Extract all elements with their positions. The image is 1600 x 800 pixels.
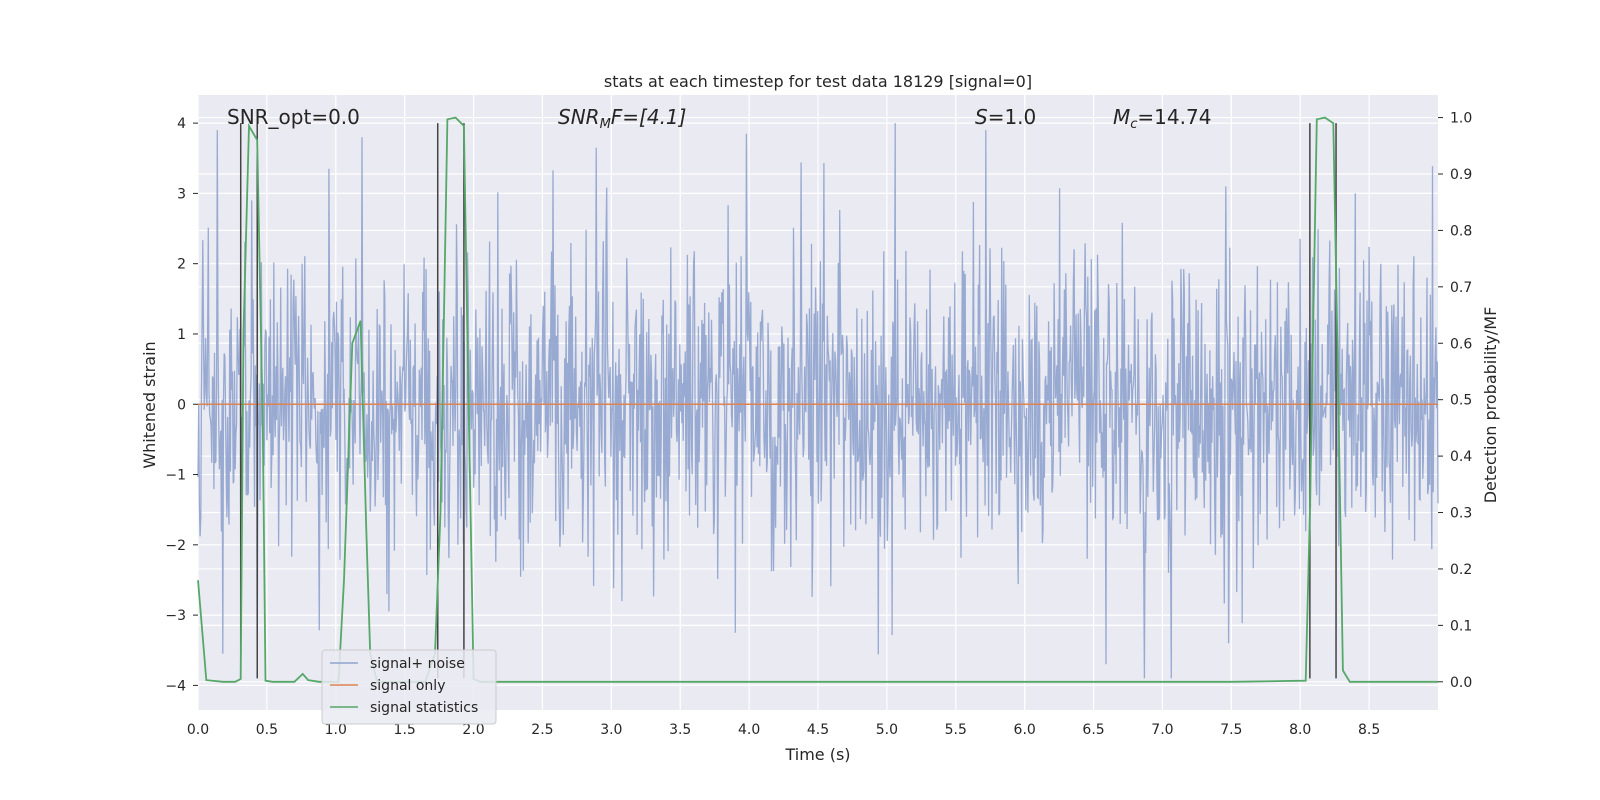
annotation-s: S=1.0 bbox=[975, 105, 1036, 129]
y-right-tick-label: 0.4 bbox=[1450, 449, 1472, 465]
x-tick-label: 1.5 bbox=[394, 722, 416, 738]
x-tick-label: 4.5 bbox=[807, 722, 829, 738]
annotation-mc: Mc=14.74 bbox=[1113, 105, 1211, 132]
annotation-snr-opt: SNR_opt=0.0 bbox=[227, 105, 360, 129]
x-tick-label: 4.0 bbox=[738, 722, 760, 738]
snr-mf-rest: F=[4.1] bbox=[611, 105, 687, 129]
x-tick-label: 0.5 bbox=[256, 722, 278, 738]
y-tick-label: 1 bbox=[177, 327, 186, 343]
x-tick-label: 7.0 bbox=[1151, 722, 1173, 738]
mc-rest: =14.74 bbox=[1137, 105, 1211, 129]
y-right-tick-label: 0.0 bbox=[1450, 675, 1472, 691]
x-tick-label: 2.5 bbox=[531, 722, 553, 738]
snr-mf-sub: M bbox=[600, 117, 611, 132]
legend: signal+ noise signal only signal statist… bbox=[321, 649, 497, 725]
y-tick-label: 4 bbox=[177, 116, 186, 132]
y-tick-label: 3 bbox=[177, 186, 186, 202]
x-tick-label: 3.5 bbox=[669, 722, 691, 738]
x-tick-label: 8.5 bbox=[1358, 722, 1380, 738]
y-right-tick-label: 0.3 bbox=[1450, 506, 1472, 522]
y-tick-label: −4 bbox=[165, 678, 186, 694]
y-tick-label: −3 bbox=[165, 608, 186, 624]
y-tick-label: −2 bbox=[165, 538, 186, 554]
chart-title: stats at each timestep for test data 181… bbox=[604, 72, 1032, 91]
x-tick-label: 3.0 bbox=[600, 722, 622, 738]
axis-ticks: 0.0 0.5 1.0 1.5 2.0 2.5 3.0 3.5 4.0 4.5 5.0 5.5 6.0 6… bbox=[165, 111, 1472, 738]
y-right-tick-label: 0.2 bbox=[1450, 562, 1472, 578]
series-signal-noise bbox=[197, 123, 1439, 679]
signal-noise-line bbox=[197, 123, 1439, 679]
x-tick-label: 0.0 bbox=[187, 722, 209, 738]
legend-label-signal-statistics: signal statistics bbox=[370, 700, 478, 716]
y-right-tick-label: 1.0 bbox=[1450, 111, 1472, 127]
annotations: SNR_opt=0.0 SNRMF=[4.1] S=1.0 Mc=14.74 bbox=[227, 105, 1211, 132]
legend-box bbox=[321, 649, 497, 725]
snr-mf-base: SNR bbox=[558, 105, 600, 129]
y-tick-label: −1 bbox=[165, 468, 186, 484]
y-right-tick-label: 0.9 bbox=[1450, 167, 1472, 183]
x-axis-label: Time (s) bbox=[784, 745, 850, 764]
y-tick-label: 2 bbox=[177, 257, 186, 273]
y-axis-right-label: Detection probability/MF bbox=[1481, 307, 1500, 504]
snr-mf-rest-text: F=[4.1] bbox=[611, 105, 687, 129]
y-right-tick-label: 0.6 bbox=[1450, 336, 1472, 352]
y-right-tick-label: 0.7 bbox=[1450, 280, 1472, 296]
y-right-tick-label: 0.5 bbox=[1450, 393, 1472, 409]
legend-label-signal-only: signal only bbox=[370, 678, 445, 694]
mc-sub: c bbox=[1130, 117, 1137, 132]
x-tick-label: 6.5 bbox=[1082, 722, 1104, 738]
x-tick-label: 6.0 bbox=[1014, 722, 1036, 738]
mc-base: M bbox=[1113, 105, 1130, 129]
y-tick-label: 0 bbox=[177, 397, 186, 413]
x-tick-label: 2.0 bbox=[462, 722, 484, 738]
s-rest: =1.0 bbox=[988, 105, 1037, 129]
x-tick-label: 5.5 bbox=[945, 722, 967, 738]
annotation-snr-mf: SNRMF=[4.1] bbox=[558, 105, 686, 132]
y-right-tick-label: 0.1 bbox=[1450, 618, 1472, 634]
y-right-tick-label: 0.8 bbox=[1450, 223, 1472, 239]
x-tick-label: 7.5 bbox=[1220, 722, 1242, 738]
y-axis-label: Whitened strain bbox=[140, 341, 159, 468]
x-tick-label: 1.0 bbox=[325, 722, 347, 738]
legend-label-signal-noise: signal+ noise bbox=[370, 656, 465, 672]
x-tick-label: 8.0 bbox=[1289, 722, 1311, 738]
s-base: S bbox=[975, 105, 988, 129]
x-tick-label: 5.0 bbox=[876, 722, 898, 738]
